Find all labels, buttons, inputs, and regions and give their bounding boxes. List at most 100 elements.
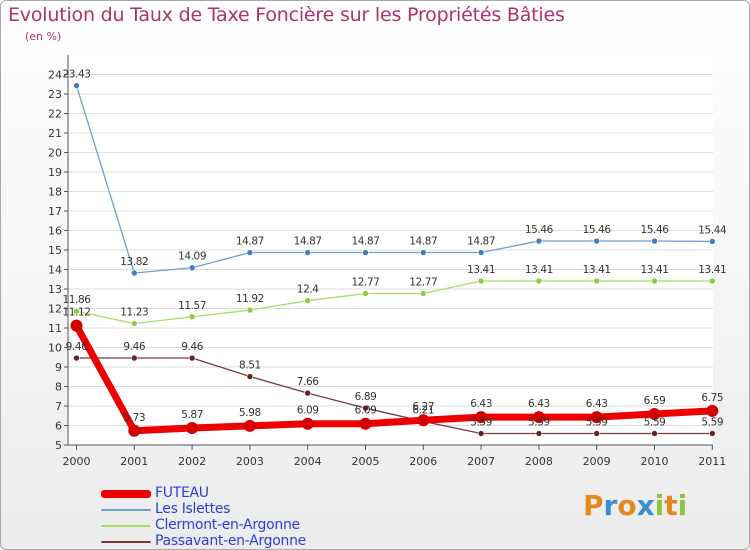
x-tick-label: 2009 [583, 455, 611, 468]
data-point [651, 237, 658, 245]
data-label: 12.77 [409, 276, 437, 288]
legend-swatch [101, 509, 151, 511]
y-tick-label: 10 [48, 342, 62, 355]
data-point [188, 354, 196, 362]
data-label: 5.98 [239, 407, 261, 419]
data-label: 5.59 [701, 416, 723, 428]
data-point [73, 354, 80, 362]
proxiti-logo: Proxiti [583, 489, 687, 522]
y-tick-label: 17 [48, 205, 62, 218]
legend-label: FUTEAU [155, 485, 209, 501]
data-point [708, 238, 716, 245]
y-tick-label: 8 [55, 381, 62, 394]
y-tick-label: 21 [48, 127, 62, 140]
data-point [477, 277, 485, 285]
data-label: 5.59 [644, 416, 666, 428]
data-label: 11.86 [62, 294, 91, 306]
data-label: 14.87 [467, 236, 495, 248]
x-tick-label: 2002 [178, 455, 206, 468]
data-point [73, 307, 80, 315]
data-label: 5.59 [586, 416, 608, 428]
data-point [131, 354, 138, 362]
y-tick-label: 16 [48, 225, 62, 238]
data-label: 5.73 [123, 412, 145, 424]
data-label: 6.43 [470, 398, 492, 410]
data-label: 6.75 [701, 392, 723, 404]
legend-swatch [101, 490, 151, 498]
data-label: 6.43 [586, 398, 608, 410]
y-tick-label: 20 [48, 147, 62, 160]
data-label: 11.23 [120, 307, 148, 319]
data-label: 13.41 [698, 264, 726, 276]
data-point [593, 430, 601, 437]
data-point [593, 237, 601, 245]
x-tick-label: 2005 [352, 455, 380, 468]
data-label: 6.09 [297, 405, 319, 417]
data-label: 14.87 [294, 236, 322, 248]
data-label: 13.41 [640, 264, 668, 276]
y-tick-label: 11 [48, 322, 62, 335]
logo-letter: r [603, 489, 618, 522]
legend-swatch [101, 525, 151, 527]
data-point [651, 277, 658, 285]
data-label: 6.21 [412, 404, 434, 416]
data-point [304, 249, 312, 256]
data-label: 5.59 [528, 416, 550, 428]
x-tick-label: 2003 [236, 455, 264, 468]
data-label: 14.09 [178, 251, 206, 263]
data-label: 12.4 [297, 284, 319, 296]
data-point [246, 373, 254, 380]
data-label: 15.46 [525, 224, 554, 236]
data-label: 12.77 [351, 276, 379, 288]
data-point [535, 277, 543, 285]
data-point [301, 417, 314, 430]
data-point [359, 417, 372, 430]
data-point [419, 290, 427, 297]
data-label: 5.59 [470, 416, 492, 428]
data-label: 6.89 [355, 391, 377, 403]
y-tick-label: 23 [48, 88, 62, 101]
y-tick-label: 14 [48, 264, 62, 277]
line-chart: 5 6 7 8 9 10 11 12 13 14 15 16 17 18 19 20 21 22 23 24 2000 2… [48, 55, 727, 468]
data-point [419, 249, 427, 256]
data-point [708, 430, 716, 437]
y-tick-label: 24 [48, 69, 62, 82]
y-tick-label: 18 [48, 186, 62, 199]
x-tick-label: 2001 [120, 455, 148, 468]
data-point [246, 249, 254, 256]
data-point [188, 264, 196, 272]
data-label: 14.87 [409, 236, 437, 248]
y-tick-label: 12 [48, 303, 62, 316]
x-tick-label: 2011 [698, 455, 726, 468]
data-point [475, 411, 488, 424]
series-line-futeau [73, 322, 716, 435]
y-tick-label: 5 [55, 439, 62, 452]
logo-letter: i [654, 489, 665, 522]
data-label: 13.82 [120, 256, 148, 268]
chart-title: Evolution du Taux de Taxe Foncière sur l… [8, 4, 565, 26]
data-label: 11.92 [236, 293, 264, 305]
data-label: 9.46 [66, 341, 88, 353]
data-point [535, 430, 543, 437]
data-label: 14.87 [236, 236, 264, 248]
data-point [362, 290, 369, 297]
data-label: 8.51 [239, 360, 261, 372]
data-point [648, 407, 661, 420]
data-label: 13.41 [583, 264, 611, 276]
logo-letter: P [583, 489, 604, 522]
logo-letter: t [664, 489, 678, 522]
data-label: 15.46 [640, 224, 669, 236]
y-tick-label: 19 [48, 166, 62, 179]
data-label: 11.12 [62, 307, 90, 319]
data-point [708, 277, 716, 285]
legend-label: Passavant-en-Argonne [155, 533, 306, 549]
chart-subtitle: (en %) [25, 30, 62, 43]
y-tick-label: 6 [55, 420, 62, 433]
data-point [590, 411, 603, 424]
data-point [593, 277, 601, 285]
logo-letter: o [617, 489, 637, 522]
data-label: 13.41 [525, 264, 553, 276]
data-label: 6.59 [644, 395, 666, 407]
data-point [417, 414, 430, 427]
